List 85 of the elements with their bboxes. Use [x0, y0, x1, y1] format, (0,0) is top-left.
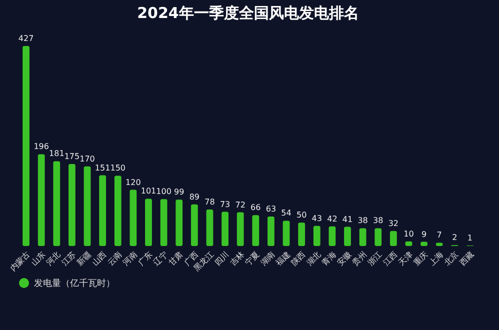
legend-label: 发电量（亿千瓦时）	[34, 278, 115, 289]
data-label: 101	[140, 186, 156, 196]
chart-title: 2024年一季度全国风电发电排名	[137, 4, 359, 22]
x-tick-label: 上海	[427, 250, 446, 268]
x-tick-label: 吉林	[228, 250, 246, 268]
x-tick-label: 四川	[213, 250, 231, 268]
data-label: 181	[49, 149, 64, 158]
x-tick-label: 陕西	[290, 250, 308, 268]
x-tick-label: 天津	[396, 250, 414, 268]
x-tick-label: 湖南	[258, 250, 277, 268]
x-tick-label: 河北	[44, 250, 62, 268]
bar	[145, 198, 152, 246]
data-label: 66	[250, 203, 261, 212]
x-tick-label: 山东	[29, 250, 47, 268]
data-label: 427	[18, 34, 34, 43]
bar	[38, 154, 45, 246]
x-tick-label: 福建	[274, 250, 292, 268]
data-label: 54	[281, 208, 292, 218]
x-tick-label: 浙江	[366, 250, 384, 268]
bar	[222, 212, 228, 246]
data-label: 78	[204, 197, 215, 206]
data-label: 42	[327, 214, 338, 224]
data-label: 99	[174, 188, 184, 197]
data-label: 10	[404, 229, 414, 238]
bar	[160, 199, 168, 246]
data-label: 41	[342, 214, 353, 224]
x-tick-label: 贵州	[350, 250, 368, 268]
x-tick-label: 青海	[320, 250, 338, 268]
data-label: 196	[34, 142, 49, 152]
data-label: 9	[421, 230, 427, 239]
data-label: 170	[80, 154, 95, 164]
bar	[328, 226, 336, 246]
x-tick-label: 湖北	[304, 250, 323, 268]
bar	[359, 228, 366, 246]
x-tick-label: 西藏	[458, 250, 476, 268]
bar	[190, 204, 198, 246]
bar	[298, 222, 306, 246]
bar	[313, 226, 320, 246]
data-label: 1	[467, 234, 473, 243]
bar	[130, 190, 137, 246]
x-tick-label: 江西	[381, 250, 400, 268]
x-tick-label: 江苏	[60, 250, 78, 268]
bar	[206, 209, 214, 246]
bar	[53, 161, 60, 246]
x-tick-label: 河南	[121, 250, 139, 268]
bar	[84, 166, 91, 246]
bar	[282, 220, 290, 246]
bar	[99, 175, 106, 246]
x-tick-label: 新疆	[75, 250, 93, 268]
data-label: 38	[358, 216, 368, 226]
x-tick-label: 辽宁	[152, 250, 170, 268]
x-tick-label: 重庆	[412, 250, 430, 268]
data-label: 100	[156, 187, 172, 196]
bar	[22, 46, 30, 246]
data-label: 38	[373, 216, 384, 226]
data-label: 73	[220, 200, 230, 209]
x-tick-label: 甘肃	[167, 250, 185, 268]
x-tick-label: 内蒙古	[8, 250, 32, 274]
data-label: 150	[110, 164, 126, 173]
bar	[68, 164, 76, 246]
bar	[176, 200, 183, 246]
data-label: 63	[266, 204, 276, 214]
data-label: 43	[312, 214, 322, 223]
data-label: 50	[296, 210, 307, 220]
bar	[268, 216, 274, 246]
x-tick-label: 山西	[90, 250, 108, 268]
data-label: 120	[126, 178, 141, 187]
data-label: 7	[436, 230, 442, 240]
data-label: 151	[94, 163, 110, 172]
bar	[236, 212, 244, 246]
bar	[252, 215, 260, 246]
bar	[344, 226, 351, 246]
data-label: 89	[189, 192, 200, 202]
bar	[390, 231, 397, 246]
x-tick-label: 宁夏	[244, 250, 262, 268]
x-tick-label: 安徽	[335, 250, 354, 268]
bar	[374, 228, 382, 246]
bar	[114, 176, 122, 246]
x-tick-label: 云南	[106, 250, 124, 268]
x-tick-label: 广东	[136, 250, 154, 268]
data-label: 32	[388, 219, 399, 228]
data-label: 175	[64, 152, 80, 162]
data-label: 2	[452, 233, 458, 242]
data-label: 72	[235, 200, 246, 210]
x-tick-label: 北京	[442, 250, 460, 268]
